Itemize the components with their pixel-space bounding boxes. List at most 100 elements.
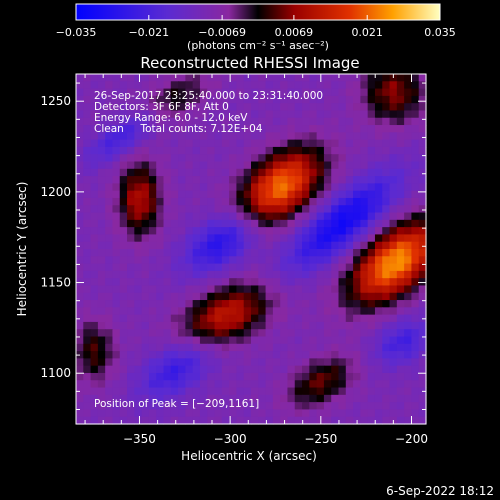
heatmap-cell [207,321,216,330]
heatmap-cell [221,358,230,367]
heatmap-cell [331,95,340,104]
heatmap-cell [418,256,427,265]
heatmap-cell [90,372,99,381]
heatmap-cell [302,234,310,243]
heatmap-cell [345,387,354,396]
heatmap-cell [170,278,179,287]
heatmap-cell [331,117,340,126]
heatmap-cell [112,380,121,389]
heatmap-cell [214,234,223,243]
heatmap-cell [411,270,420,279]
heatmap-cell [374,227,383,236]
heatmap-cell [236,307,245,316]
heatmap-cell [360,300,369,308]
heatmap-cell [178,88,186,97]
heatmap-cell [192,227,201,236]
heatmap-cell [105,88,114,97]
heatmap-cell [280,285,289,294]
heatmap-cell [119,336,128,345]
heatmap-cell [309,205,318,214]
heatmap-cell [323,394,332,403]
heatmap-cell [323,249,332,257]
heatmap-cell [258,234,267,243]
heatmap-cell [404,139,413,148]
heatmap-cell [199,227,208,236]
heatmap-cell [207,103,216,112]
heatmap-cell [229,139,238,148]
heatmap-cell [76,241,84,250]
heatmap-cell [396,227,405,236]
heatmap-cell [192,300,201,308]
heatmap-cell [185,117,194,126]
heatmap-cell [90,212,99,221]
heatmap-cell [76,110,84,119]
heatmap-cell [302,394,310,403]
heatmap-cell [243,351,252,359]
heatmap-cell [411,394,420,403]
heatmap-cell [236,278,245,287]
heatmap-cell [76,212,84,221]
heatmap-cell [141,394,150,403]
heatmap-cell [265,336,274,345]
heatmap-cell [309,125,318,133]
heatmap-cell [207,372,216,381]
heatmap-cell [185,343,194,352]
heatmap-cell [382,197,391,206]
heatmap-cell [418,132,427,141]
heatmap-cell [265,314,274,323]
heatmap-cell [163,168,172,177]
heatmap-cell [221,380,230,389]
heatmap-cell [316,212,325,221]
heatmap-cell [90,74,99,82]
heatmap-cell [353,380,361,389]
heatmap-cell [404,270,413,279]
heatmap-cell [367,372,376,381]
heatmap-cell [119,263,128,272]
heatmap-cell [214,249,223,257]
heatmap-cell [119,205,128,214]
heatmap-cell [76,125,84,133]
heatmap-cell [396,205,405,214]
heatmap-cell [345,292,354,301]
heatmap-cell [156,146,165,155]
heatmap-cell [316,336,325,345]
heatmap-cell [134,256,143,265]
heatmap-cell [404,307,413,316]
heatmap-cell [382,139,391,148]
heatmap-cell [411,117,420,126]
heatmap-cell [148,278,157,287]
heatmap-cell [272,95,281,104]
heatmap-cell [105,241,114,250]
heatmap-cell [265,183,274,192]
heatmap-cell [90,263,99,272]
heatmap-cell [345,132,354,141]
heatmap-cell [374,336,383,345]
heatmap-cell [112,256,121,265]
heatmap-cell [163,314,172,323]
heatmap-cell [418,110,427,119]
heatmap-cell [127,394,135,403]
heatmap-cell [178,336,186,345]
heatmap-cell [280,336,289,345]
heatmap-cell [214,81,223,90]
heatmap-cell [112,372,121,381]
heatmap-cell [141,125,150,133]
heatmap-cell [214,154,223,163]
y-tick-label: 1250 [40,94,71,108]
heatmap-cell [97,270,106,279]
heatmap-cell [192,249,201,257]
heatmap-cell [170,117,179,126]
heatmap-cell [192,125,201,133]
heatmap-cell [127,329,135,338]
heatmap-cell [185,197,194,206]
heatmap-cell [199,212,208,221]
heatmap-cell [105,343,114,352]
heatmap-cell [360,314,369,323]
heatmap-cell [207,212,216,221]
heatmap-cell [105,227,114,236]
heatmap-cell [316,300,325,308]
heatmap-cell [192,292,201,301]
heatmap-cell [258,351,267,359]
heatmap-cell [163,132,172,141]
heatmap-cell [192,154,201,163]
